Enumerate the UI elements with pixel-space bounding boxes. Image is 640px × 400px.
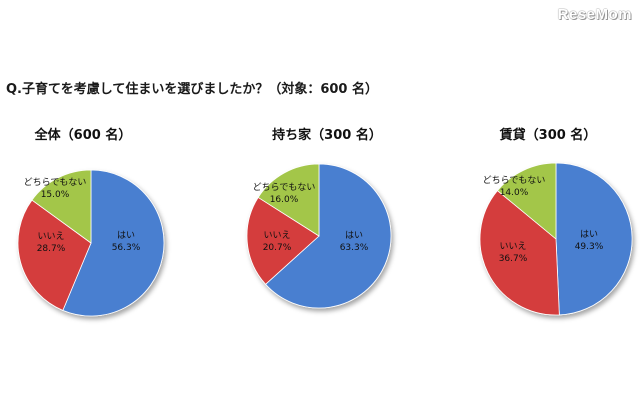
pie-chart-2: 持ち家（300 名） はい 63.3% いいえ 20.7% どちらでもない 16.0%	[246, 127, 392, 309]
pie-title: 持ち家（300 名）	[272, 127, 382, 143]
pie-chart-1: 全体（600 名） はい 56.3% いいえ 28.7% どちらでもない 15.0%	[17, 127, 165, 317]
resemom-watermark: ReseMom	[557, 6, 632, 23]
pie-slice-dochira	[31, 169, 92, 244]
slice-label-hai: はい	[117, 230, 135, 241]
pie-slice-iie	[479, 189, 560, 316]
slice-value-hai: 49.3%	[575, 242, 604, 252]
slice-label-dochira: どちらでもない	[483, 175, 546, 186]
pie-slice-iie	[246, 196, 320, 285]
slice-value-dochira: 14.0%	[500, 188, 529, 198]
pie-slices	[246, 163, 392, 309]
slice-label-dochira: どちらでもない	[24, 177, 87, 188]
survey-question: Q.子育てを考慮して住まいを選びましたか？（対象：600 名）	[6, 82, 379, 97]
slice-value-dochira: 15.0%	[41, 190, 70, 200]
slice-value-iie: 20.7%	[263, 243, 292, 253]
slice-label-hai: はい	[345, 230, 363, 241]
slice-value-dochira: 16.0%	[270, 195, 299, 205]
pie-slice-iie	[17, 199, 92, 311]
slice-value-hai: 63.3%	[340, 243, 369, 253]
slice-label-hai: はい	[580, 229, 598, 240]
slice-label-dochira: どちらでもない	[253, 182, 316, 193]
pie-slice-hai	[555, 162, 633, 316]
pie-slice-hai	[265, 163, 392, 309]
slice-label-iie: いいえ	[263, 230, 290, 241]
slice-value-iie: 28.7%	[37, 244, 66, 254]
slice-label-iie: いいえ	[499, 241, 526, 252]
pie-slices	[17, 169, 165, 317]
slice-value-hai: 56.3%	[112, 243, 141, 253]
pie-title: 全体（600 名）	[34, 127, 132, 143]
slice-value-iie: 36.7%	[499, 254, 528, 264]
pie-slices	[479, 162, 633, 316]
pie-slice-hai	[62, 169, 165, 317]
pie-slice-dochira	[257, 163, 320, 237]
pie-slice-dochira	[496, 162, 557, 240]
pie-title: 賃貸（300 名）	[499, 127, 597, 143]
slice-label-iie: いいえ	[37, 231, 64, 242]
pie-chart-3: 賃貸（300 名） はい 49.3% いいえ 36.7% どちらでもない 14.0%	[479, 127, 633, 316]
